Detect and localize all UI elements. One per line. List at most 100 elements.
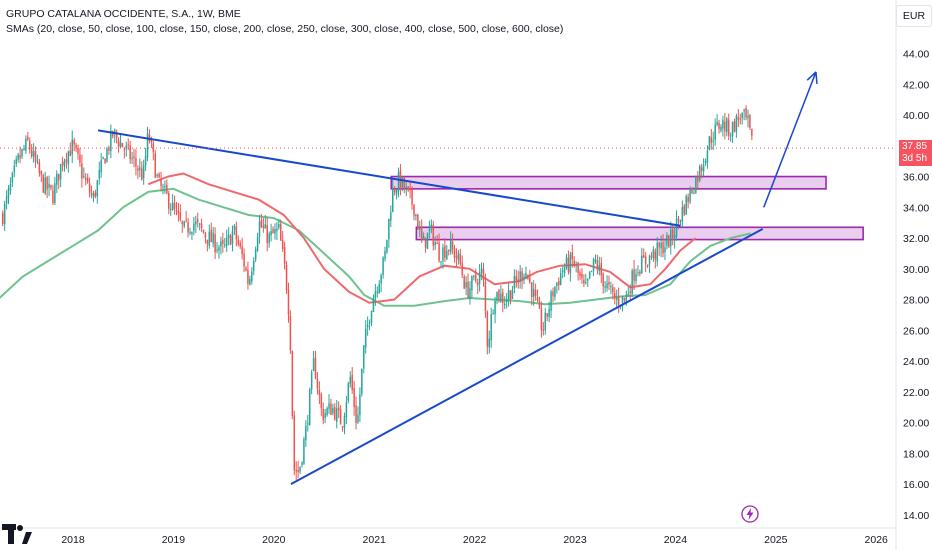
candle-body bbox=[378, 283, 380, 294]
candle-body bbox=[312, 358, 315, 372]
currency-button[interactable]: EUR bbox=[896, 5, 932, 27]
candle-body bbox=[745, 108, 747, 118]
candle-body bbox=[140, 168, 143, 180]
candle-body bbox=[476, 282, 479, 286]
candle-body bbox=[565, 257, 568, 268]
candle-body bbox=[500, 293, 502, 302]
candle-body bbox=[154, 153, 157, 178]
candle-body bbox=[432, 225, 435, 246]
candle-body bbox=[135, 158, 137, 167]
candle-body bbox=[115, 131, 118, 138]
candle-body bbox=[407, 186, 409, 189]
candle-body bbox=[446, 250, 448, 260]
candle-body bbox=[442, 247, 444, 261]
candle-body bbox=[278, 223, 280, 228]
candle-body bbox=[714, 124, 716, 140]
candle-body bbox=[654, 250, 657, 260]
candle-body bbox=[71, 139, 73, 155]
candle-body bbox=[370, 311, 373, 324]
candle-body bbox=[608, 282, 610, 285]
candle-body bbox=[90, 192, 93, 195]
candle-body bbox=[664, 247, 666, 253]
candle-body bbox=[652, 249, 655, 259]
candle-body bbox=[577, 262, 579, 273]
candle-body bbox=[716, 122, 718, 125]
candle-body bbox=[604, 286, 606, 288]
candle-body bbox=[455, 255, 458, 258]
candle-body bbox=[459, 254, 462, 264]
candle-body bbox=[428, 228, 431, 231]
candle-body bbox=[675, 219, 678, 237]
candle-body bbox=[420, 227, 423, 240]
candle-body bbox=[364, 328, 367, 348]
candle-body bbox=[54, 183, 56, 203]
candle-body bbox=[123, 149, 126, 151]
candle-body bbox=[614, 293, 616, 299]
candle-body bbox=[697, 175, 699, 182]
candle-body bbox=[32, 151, 35, 157]
candle-body bbox=[320, 393, 323, 409]
candle-body bbox=[258, 221, 261, 237]
candle-body bbox=[88, 183, 91, 193]
candle-body bbox=[550, 291, 552, 311]
candle-body bbox=[583, 279, 585, 284]
chart-legend: GRUPO CATALANA OCCIDENTE, S.A., 1W, BME … bbox=[6, 7, 563, 37]
candle-body bbox=[77, 147, 79, 155]
candle-body bbox=[196, 219, 199, 223]
candle-body bbox=[461, 263, 463, 275]
lightning-bolt-icon[interactable] bbox=[741, 505, 759, 523]
candle-body bbox=[708, 136, 711, 150]
candle-body bbox=[139, 167, 141, 170]
candle-body bbox=[503, 303, 506, 306]
candle-body bbox=[700, 167, 703, 171]
candle-body bbox=[710, 137, 713, 143]
y-tick-label: 16.00 bbox=[903, 479, 929, 491]
candle-body bbox=[237, 239, 240, 245]
candle-body bbox=[532, 288, 535, 297]
candle-body bbox=[430, 224, 433, 228]
tradingview-logo-icon[interactable] bbox=[0, 520, 33, 550]
candle-body bbox=[195, 221, 197, 225]
candle-body bbox=[554, 287, 556, 297]
candle-body bbox=[449, 239, 452, 253]
candle-body bbox=[706, 150, 709, 163]
candle-body bbox=[546, 313, 548, 317]
candle-body bbox=[177, 210, 180, 215]
candle-body bbox=[303, 439, 305, 464]
candle-body bbox=[98, 169, 101, 179]
candle-body bbox=[588, 271, 591, 279]
candle-body bbox=[222, 239, 224, 244]
candle-body bbox=[633, 269, 635, 281]
candle-body bbox=[100, 160, 102, 173]
candle-body bbox=[484, 281, 487, 312]
candle-body bbox=[231, 231, 234, 244]
candle-body bbox=[444, 246, 446, 258]
candle-body bbox=[334, 407, 336, 420]
candle-body bbox=[11, 172, 14, 183]
candle-body bbox=[274, 228, 276, 234]
candle-body bbox=[233, 225, 236, 230]
candle-body bbox=[125, 145, 128, 149]
candle-body bbox=[668, 235, 670, 248]
candle-body bbox=[357, 414, 359, 423]
candle-body bbox=[272, 229, 274, 234]
candle-body bbox=[606, 283, 608, 289]
candle-body bbox=[388, 218, 390, 240]
candle-body bbox=[724, 121, 726, 132]
candle-body bbox=[625, 294, 628, 302]
candles bbox=[1, 105, 753, 481]
candle-body bbox=[384, 250, 386, 259]
candle-body bbox=[206, 239, 209, 244]
candle-body bbox=[575, 264, 577, 266]
candle-body bbox=[210, 229, 212, 243]
candle-body bbox=[579, 272, 581, 277]
candle-body bbox=[712, 140, 714, 142]
candle-body bbox=[542, 329, 545, 331]
candle-body bbox=[23, 148, 25, 150]
candle-body bbox=[679, 220, 682, 223]
y-tick-label: 22.00 bbox=[903, 387, 929, 399]
x-tick-label: 2022 bbox=[463, 534, 487, 546]
candle-body bbox=[359, 394, 361, 416]
candle-body bbox=[401, 176, 404, 188]
